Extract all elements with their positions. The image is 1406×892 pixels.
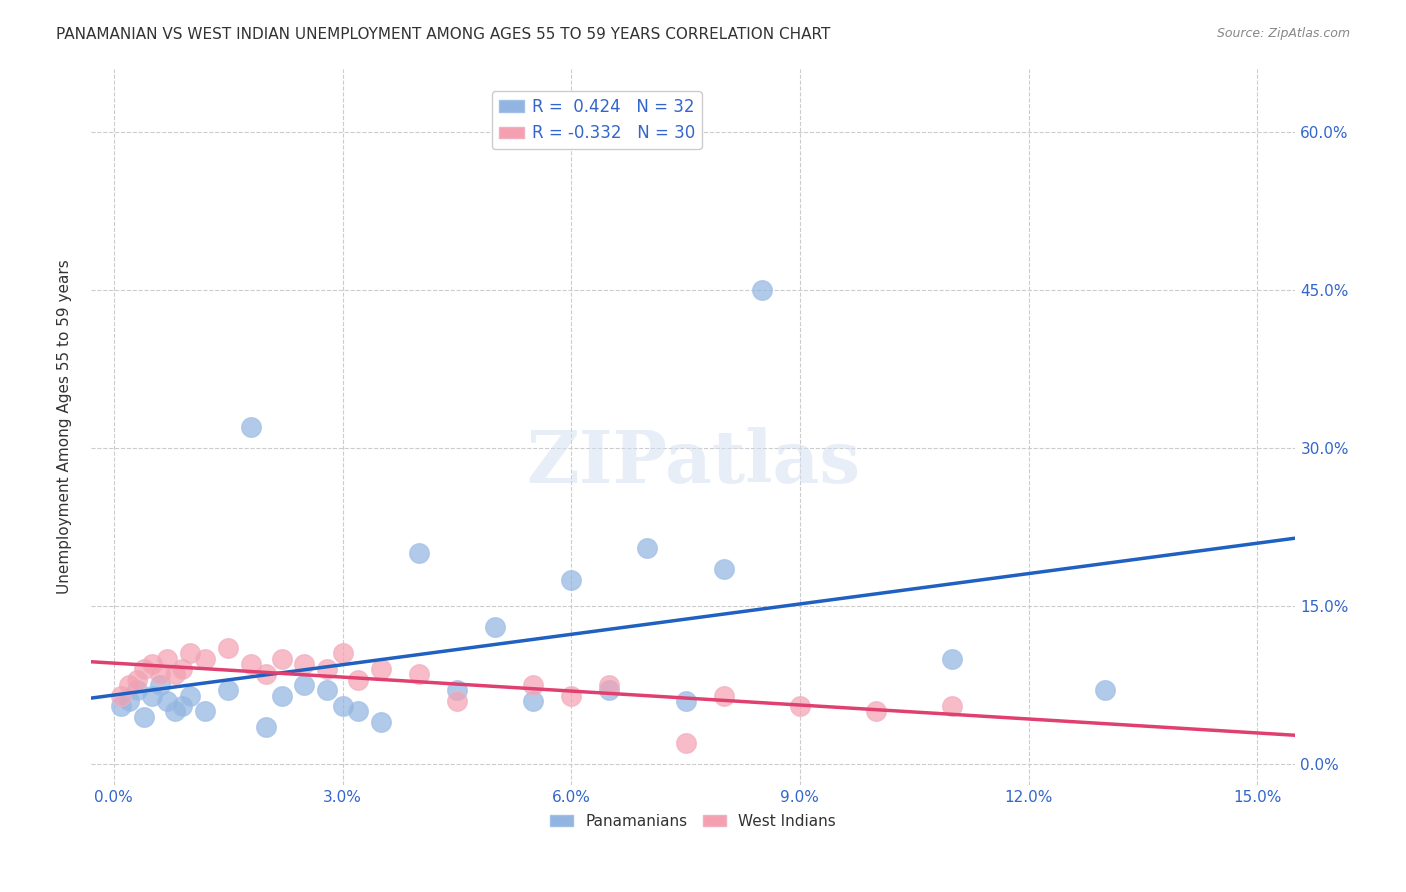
Point [332,646,354,660]
Point [446,683,468,698]
Point [240,657,263,671]
Point [522,678,544,692]
Point [156,651,179,665]
Point [522,694,544,708]
Point [370,714,392,729]
Point [217,683,239,698]
Point [270,651,292,665]
Point [636,541,658,555]
Point [346,704,368,718]
Point [163,667,186,681]
Point [332,699,354,714]
Point [446,694,468,708]
Text: PANAMANIAN VS WEST INDIAN UNEMPLOYMENT AMONG AGES 55 TO 59 YEARS CORRELATION CHA: PANAMANIAN VS WEST INDIAN UNEMPLOYMENT A… [56,27,831,42]
Point [134,662,156,676]
Point [292,657,315,671]
Legend: Panamanians, West Indians: Panamanians, West Indians [544,807,842,835]
Point [194,651,217,665]
Point [217,641,239,656]
Point [141,657,163,671]
Point [172,699,194,714]
Point [1094,683,1116,698]
Text: ZIPatlas: ZIPatlas [526,427,860,498]
Point [254,667,277,681]
Point [789,699,811,714]
Point [163,704,186,718]
Point [141,689,163,703]
Point [292,678,315,692]
Point [751,283,773,297]
Point [134,709,156,723]
Point [194,704,217,718]
Point [118,694,141,708]
Point [941,699,963,714]
Point [484,620,506,634]
Point [148,678,170,692]
Point [713,689,735,703]
Point [110,689,132,703]
Point [179,689,201,703]
Y-axis label: Unemployment Among Ages 55 to 59 years: Unemployment Among Ages 55 to 59 years [58,260,72,594]
Point [865,704,887,718]
Point [316,683,339,698]
Point [598,678,620,692]
Point [254,720,277,734]
Point [172,662,194,676]
Point [713,562,735,576]
Point [598,683,620,698]
Text: Source: ZipAtlas.com: Source: ZipAtlas.com [1216,27,1350,40]
Point [675,694,697,708]
Point [675,736,697,750]
Point [346,673,368,687]
Point [118,678,141,692]
Point [560,689,582,703]
Point [156,694,179,708]
Point [316,662,339,676]
Point [148,667,170,681]
Point [370,662,392,676]
Point [125,673,148,687]
Point [560,573,582,587]
Point [125,683,148,698]
Point [240,419,263,434]
Point [941,651,963,665]
Point [408,546,430,560]
Point [110,699,132,714]
Point [179,646,201,660]
Point [408,667,430,681]
Point [270,689,292,703]
